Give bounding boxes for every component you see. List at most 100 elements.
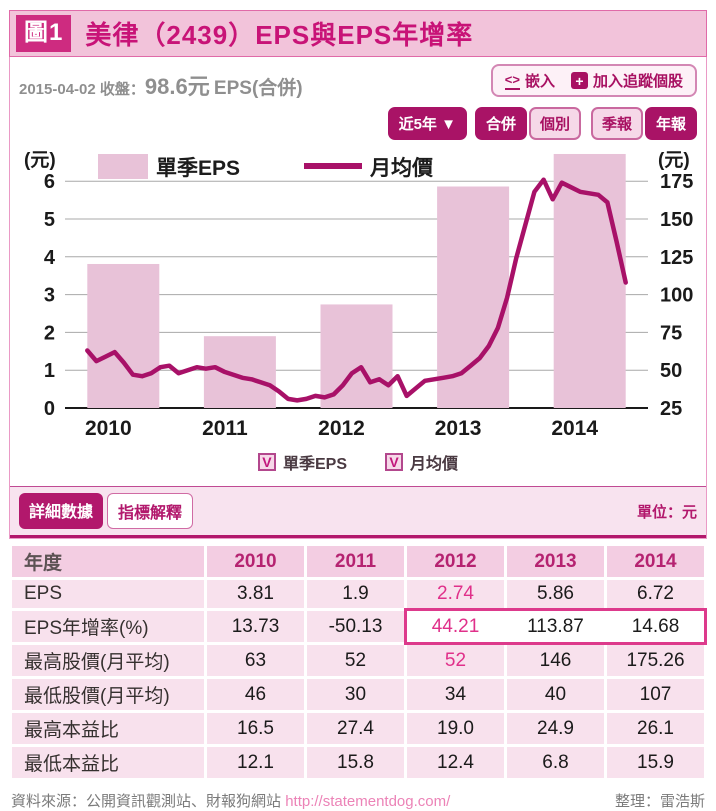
left-axis-tick: 1 xyxy=(44,360,55,382)
tabs: 詳細數據 指標解釋 xyxy=(19,493,194,529)
table-cell: 19.0 xyxy=(407,713,504,744)
eps-bar-2011 xyxy=(203,336,276,408)
col-header-year: 2013 xyxy=(507,546,604,577)
eps-bar-2014 xyxy=(553,153,626,408)
filter-button-consolidated[interactable]: 合併 xyxy=(474,107,527,140)
checkbox-check-icon: V xyxy=(257,453,276,471)
table-cell: 12.4 xyxy=(407,747,504,778)
table-cell: 12.1 xyxy=(207,747,304,778)
table-cell: 24.9 xyxy=(507,713,604,744)
chart-panel: 2015-04-02 收盤：98.6元 EPS(合併) <> 嵌入 + 加入追蹤… xyxy=(9,57,707,539)
tab-indicator-explanation[interactable]: 指標解釋 xyxy=(107,493,194,529)
legend-bar-label: 單季EPS xyxy=(156,157,240,180)
plus-icon: + xyxy=(570,72,588,89)
checkbox-check-icon: V xyxy=(385,453,403,471)
table-cell: 107 xyxy=(607,679,704,710)
eps-bar-2012 xyxy=(320,304,393,408)
x-axis-year-label: 2013 xyxy=(435,417,482,440)
title-bar: 圖1 美律（2439）EPS與EPS年增率 xyxy=(9,10,707,57)
table-cell: 44.21 xyxy=(407,611,504,642)
series-toggle-row: V 單季EPS V 月均價 xyxy=(10,448,706,486)
table-cell: 1.9 xyxy=(307,580,404,608)
eps-bar-2010 xyxy=(87,263,160,408)
meta-row: 2015-04-02 收盤：98.6元 EPS(合併) <> 嵌入 + 加入追蹤… xyxy=(10,57,706,101)
date-label: 2015-04-02 xyxy=(19,81,96,98)
data-source: 資料來源：公開資訊觀測站、財報狗網站 http://statementdog.c… xyxy=(11,790,450,811)
eps-series-checkbox[interactable]: V 單季EPS xyxy=(257,450,347,474)
table-row: EPS年增率(%) 13.73 -50.13 44.21 113.87 14.68 xyxy=(12,611,704,642)
table-cell: 6.8 xyxy=(507,747,604,778)
table-cell: 46 xyxy=(207,679,304,710)
tab-strip: 詳細數據 指標解釋 單位：元 xyxy=(10,486,706,538)
table-cell: 27.4 xyxy=(307,713,404,744)
chart-title: 美律（2439）EPS與EPS年增率 xyxy=(85,20,474,50)
right-axis-tick: 100 xyxy=(660,285,693,307)
track-stock-button[interactable]: + 加入追蹤個股 xyxy=(570,70,683,91)
row-label: 最高股價(月平均) xyxy=(12,645,204,676)
left-axis-unit-label: (元) xyxy=(24,150,56,171)
filter-button-annual[interactable]: 年報 xyxy=(644,107,697,140)
filter-button-individual[interactable]: 個別 xyxy=(528,107,581,140)
legend-bar-swatch xyxy=(98,154,148,179)
table-cell: 13.73 xyxy=(207,611,304,642)
right-axis-unit-label: (元) xyxy=(658,150,690,171)
table-header-row: 年度 2010 2011 2012 2013 2014 xyxy=(12,546,704,577)
checkbox-label: 單季EPS xyxy=(282,456,347,473)
price-series-checkbox[interactable]: V 月均價 xyxy=(385,450,458,474)
table-cell: 15.9 xyxy=(607,747,704,778)
track-button-label: 加入追蹤個股 xyxy=(592,73,683,90)
footer: 資料來源：公開資訊觀測站、財報狗網站 http://statementdog.c… xyxy=(9,781,707,811)
legend-line-label: 月均價 xyxy=(369,156,434,180)
detail-table: 年度 2010 2011 2012 2013 2014 EPS 3.81 1.9 2.74 5.86… xyxy=(9,543,707,781)
eps-bar-2013 xyxy=(437,186,510,408)
row-label: 最低本益比 xyxy=(12,747,204,778)
table-cell: 16.5 xyxy=(207,713,304,744)
figure-badge: 圖1 xyxy=(16,15,72,52)
col-header-year: 2010 xyxy=(207,546,304,577)
source-label: 資料來源：公開資訊觀測站、財報狗網站 xyxy=(11,793,282,810)
table-cell: 3.81 xyxy=(207,580,304,608)
x-axis-year-label: 2012 xyxy=(318,417,365,440)
embed-button[interactable]: <> 嵌入 xyxy=(504,70,555,91)
table-cell: 34 xyxy=(407,679,504,710)
left-axis-tick: 0 xyxy=(44,398,55,420)
editor-credit: 整理：雷浩斯 xyxy=(614,793,705,810)
unit-label: 單位：元 xyxy=(636,503,697,521)
embed-code-icon: <> xyxy=(504,72,520,90)
right-axis-tick: 150 xyxy=(660,209,693,231)
table-cell: 113.87 xyxy=(507,611,604,642)
table-cell: 2.74 xyxy=(407,580,504,608)
table-row: 最高本益比 16.5 27.4 19.0 24.9 26.1 xyxy=(12,713,704,744)
left-axis-tick: 5 xyxy=(44,209,55,231)
eps-mode-label: EPS(合併) xyxy=(213,78,303,99)
table-cell: 175.26 xyxy=(607,645,704,676)
table-cell: 15.8 xyxy=(307,747,404,778)
x-axis-year-label: 2010 xyxy=(85,417,132,440)
table-cell: 6.72 xyxy=(607,580,704,608)
table-row: 最低本益比 12.1 15.8 12.4 6.8 15.9 xyxy=(12,747,704,778)
row-label: EPS年增率(%) xyxy=(12,611,204,642)
right-axis-tick: 50 xyxy=(660,360,682,382)
filter-button-range-5y[interactable]: 近5年 ▼ xyxy=(387,107,467,140)
quote-line: 2015-04-02 收盤：98.6元 EPS(合併) xyxy=(19,64,303,101)
right-axis-tick: 75 xyxy=(660,322,682,344)
table-row: EPS 3.81 1.9 2.74 5.86 6.72 xyxy=(12,580,704,608)
col-header-year: 2014 xyxy=(607,546,704,577)
left-axis-tick: 3 xyxy=(44,285,55,307)
table-cell: 146 xyxy=(507,645,604,676)
source-url-link[interactable]: http://statementdog.com/ xyxy=(285,793,451,810)
table-cell: 40 xyxy=(507,679,604,710)
col-header-year: 2012 xyxy=(407,546,504,577)
close-price: 98.6元 xyxy=(144,74,210,99)
row-label: 最高本益比 xyxy=(12,713,204,744)
table-cell: 14.68 xyxy=(607,611,704,642)
filter-button-quarterly[interactable]: 季報 xyxy=(590,107,643,140)
monthly-price-line xyxy=(85,177,628,403)
tab-detailed-data[interactable]: 詳細數據 xyxy=(19,493,104,529)
filter-row: 近5年 ▼ 合併 個別 季報 年報 xyxy=(10,101,706,144)
table-cell: 52 xyxy=(307,645,404,676)
right-axis-tick: 175 xyxy=(660,171,693,193)
left-axis-tick: 4 xyxy=(44,247,56,269)
